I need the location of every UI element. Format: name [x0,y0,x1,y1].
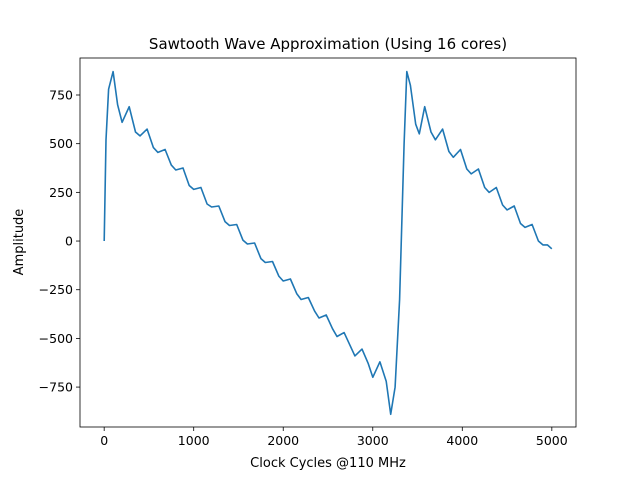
x-tick-label: 3000 [357,433,389,448]
y-tick-label: 500 [49,136,73,151]
y-axis-title: Amplitude [12,209,27,276]
y-ticks: −750 −500 −250 0 250 500 750 [39,87,80,395]
x-tick-label: 5000 [536,433,568,448]
axes-frame [79,57,577,428]
y-tick-label: −250 [39,282,73,297]
x-ticks: 0 1000 2000 3000 4000 5000 [100,427,568,448]
chart-title: Sawtooth Wave Approximation (Using 16 co… [149,35,507,53]
x-axis-title: Clock Cycles @110 MHz [250,456,406,471]
x-tick-label: 1000 [178,433,210,448]
x-tick-label: 2000 [267,433,299,448]
y-tick-label: 750 [49,87,73,102]
series-line [103,70,553,416]
y-tick-label: 250 [49,185,73,200]
plot-area [103,70,553,416]
y-tick-label: −750 [39,380,73,395]
x-tick-label: 0 [100,433,108,448]
x-tick-label: 4000 [446,433,478,448]
y-tick-label: −500 [39,331,73,346]
y-tick-label: 0 [65,234,73,249]
